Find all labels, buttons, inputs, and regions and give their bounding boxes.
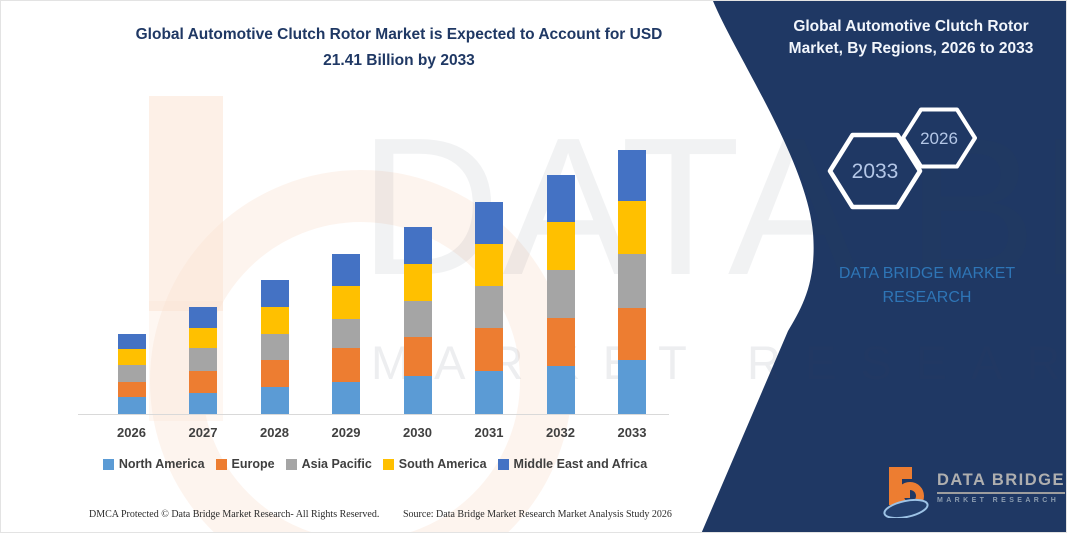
legend-swatch-south-america <box>382 458 394 470</box>
bar-segment-middle-east-and-africa-2028 <box>260 280 289 307</box>
legend-label-asia-pacific: Asia Pacific <box>301 457 372 471</box>
bar-segment-asia-pacific-2032 <box>546 270 575 318</box>
bar-segment-middle-east-and-africa-2031 <box>475 202 503 244</box>
bar-segment-europe-2030 <box>403 337 432 376</box>
bar-segment-south-america-2030 <box>403 264 432 301</box>
chart-legend: North America Europe Asia Pacific South Ame… <box>79 457 671 471</box>
x-axis-label-2030: 2030 <box>403 425 432 440</box>
bar-segment-europe-2031 <box>475 328 503 371</box>
watermark-b-bowl <box>150 170 572 532</box>
bar-segment-europe-2028 <box>260 360 289 387</box>
bar-segment-north-america-2031 <box>475 371 503 414</box>
legend-item-north-america: North America <box>102 457 205 471</box>
page-title-line2: 21.41 Billion by 2033 <box>323 52 475 69</box>
bar-segment-north-america-2030 <box>403 376 432 414</box>
bar-segment-asia-pacific-2026 <box>117 365 146 382</box>
legend-swatch-asia-pacific <box>285 458 297 470</box>
bar-segment-europe-2032 <box>546 318 575 366</box>
bar-segment-europe-2027 <box>189 371 217 393</box>
bar-segment-south-america-2028 <box>260 307 289 334</box>
legend-swatch-europe <box>215 458 227 470</box>
watermark-b-stem <box>149 96 223 311</box>
legend-label-north-america: North America <box>118 457 205 471</box>
hexagon-2033-label: 2033 <box>852 160 899 183</box>
bar-segment-middle-east-and-africa-2033 <box>618 150 646 201</box>
bar-segment-south-america-2031 <box>475 244 503 286</box>
legend-item-middle-east-and-africa: Middle East and Africa <box>497 457 648 471</box>
bar-segment-south-america-2026 <box>117 349 146 365</box>
legend-label-south-america: South America <box>398 457 487 471</box>
legend-item-europe: Europe <box>215 457 275 471</box>
hexagon-2033-outline <box>827 132 923 210</box>
peach-b-watermark <box>149 96 572 532</box>
bar-segment-asia-pacific-2033 <box>618 254 646 308</box>
page-title: Global Automotive Clutch Rotor Market is… <box>89 22 709 74</box>
x-axis-label-2029: 2029 <box>331 425 361 440</box>
bar-segment-middle-east-and-africa-2027 <box>189 307 217 328</box>
hexagon-2026-label: 2026 <box>920 129 958 148</box>
legend-label-middle-east-and-africa: Middle East and Africa <box>513 457 648 471</box>
bar-segment-asia-pacific-2027 <box>189 348 217 371</box>
hexagon-badges: 2033 2026 <box>827 107 977 210</box>
legend-item-asia-pacific: Asia Pacific <box>285 457 372 471</box>
data-bridge-b-icon <box>883 467 929 518</box>
panel-title: Global Automotive Clutch Rotor Market, B… <box>756 16 1066 60</box>
brand-text: DATA BRIDGE MARKET RESEARCH <box>829 262 1025 310</box>
bar-segment-middle-east-and-africa-2032 <box>546 175 575 222</box>
brand-text-line1: DATA BRIDGE MARKET <box>838 265 1016 282</box>
footer-copyright: DMCA Protected © Data Bridge Market Rese… <box>89 509 380 520</box>
panel-title-line1: Global Automotive Clutch Rotor <box>793 18 1029 35</box>
x-axis-label-2033: 2033 <box>617 425 647 440</box>
x-axis-label-2028: 2028 <box>260 425 289 440</box>
company-logo: DATA BRIDGE MARKET RESEARCH <box>883 464 1066 518</box>
bar-segment-middle-east-and-africa-2030 <box>403 227 432 264</box>
bar-segment-north-america-2033 <box>618 360 646 414</box>
legend-item-south-america: South America <box>382 457 487 471</box>
x-axis-label-2032: 2032 <box>546 425 575 440</box>
bar-segment-north-america-2032 <box>546 366 575 414</box>
logo-text-block: DATA BRIDGE MARKET RESEARCH <box>937 464 1066 504</box>
x-axis-line <box>78 414 669 415</box>
bar-segment-north-america-2027 <box>189 393 217 414</box>
bar-segment-europe-2029 <box>332 348 360 382</box>
bar-segment-asia-pacific-2030 <box>403 301 432 337</box>
side-panel-polygon <box>701 1 1066 532</box>
bar-segment-south-america-2029 <box>332 286 360 319</box>
bar-segment-south-america-2027 <box>189 328 217 348</box>
panel-title-line2: Market, By Regions, 2026 to 2033 <box>788 40 1034 57</box>
bar-segment-north-america-2028 <box>260 387 289 414</box>
bar-segment-south-america-2032 <box>546 222 575 270</box>
bar-segment-asia-pacific-2029 <box>332 319 360 348</box>
bar-segment-north-america-2029 <box>332 382 360 414</box>
hexagon-2026-outline <box>901 107 977 169</box>
legend-swatch-north-america <box>102 458 114 470</box>
legend-swatch-middle-east-and-africa <box>497 458 509 470</box>
logo-tagline: MARKET RESEARCH <box>937 497 1060 504</box>
footer-source: Source: Data Bridge Market Research Mark… <box>403 509 672 520</box>
logo-name: DATA BRIDGE <box>937 471 1066 494</box>
page-title-line1: Global Automotive Clutch Rotor Market is… <box>135 26 663 43</box>
x-axis-label-2027: 2027 <box>188 425 218 440</box>
x-axis-label-2026: 2026 <box>117 425 146 440</box>
bar-segment-asia-pacific-2031 <box>475 286 503 328</box>
bar-segment-europe-2033 <box>618 308 646 360</box>
bar-segment-north-america-2026 <box>117 397 146 414</box>
bar-segment-europe-2026 <box>117 382 146 397</box>
brand-text-line2: RESEARCH <box>882 289 972 306</box>
bar-segment-middle-east-and-africa-2026 <box>117 334 146 349</box>
legend-label-europe: Europe <box>231 457 275 471</box>
bar-segment-middle-east-and-africa-2029 <box>332 254 360 286</box>
bar-segment-south-america-2033 <box>618 201 646 254</box>
x-axis-label-2031: 2031 <box>474 425 504 440</box>
bar-segment-asia-pacific-2028 <box>260 334 289 360</box>
